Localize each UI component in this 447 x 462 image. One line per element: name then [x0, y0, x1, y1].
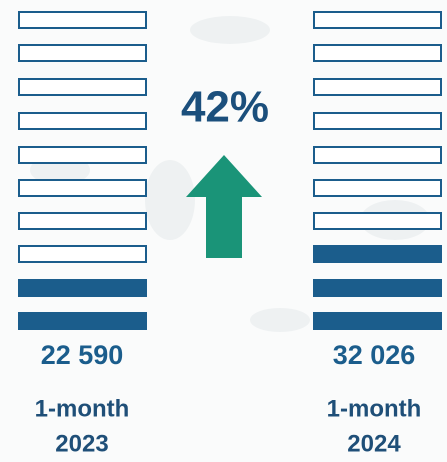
left-period: 1-month	[35, 395, 130, 422]
left-year: 2023	[55, 430, 108, 457]
empty-bar	[313, 112, 442, 130]
empty-bar	[18, 245, 147, 263]
percent-change: 42%	[181, 83, 269, 132]
filled-bar	[313, 312, 442, 330]
empty-bar	[313, 78, 442, 96]
left-bars	[18, 11, 147, 330]
filled-bar	[313, 245, 442, 263]
map-shape	[190, 16, 270, 44]
filled-bar	[18, 312, 147, 330]
empty-bar	[18, 179, 147, 197]
filled-bar	[313, 279, 442, 297]
empty-bar	[313, 44, 442, 62]
empty-bar	[18, 112, 147, 130]
empty-bar	[18, 11, 147, 29]
right-period: 1-month	[327, 395, 422, 422]
right-year: 2024	[347, 430, 401, 457]
empty-bar	[18, 146, 147, 164]
map-shape	[145, 160, 195, 240]
left-value: 22 590	[41, 340, 124, 370]
empty-bar	[18, 212, 147, 230]
map-shape	[250, 308, 310, 332]
right-value: 32 026	[333, 340, 416, 370]
empty-bar	[313, 11, 442, 29]
empty-bar	[313, 179, 442, 197]
empty-bar	[313, 146, 442, 164]
empty-bar	[18, 44, 147, 62]
filled-bar	[18, 279, 147, 297]
right-bars	[313, 11, 442, 330]
empty-bar	[18, 78, 147, 96]
up-arrow	[186, 155, 262, 258]
empty-bar	[313, 212, 442, 230]
